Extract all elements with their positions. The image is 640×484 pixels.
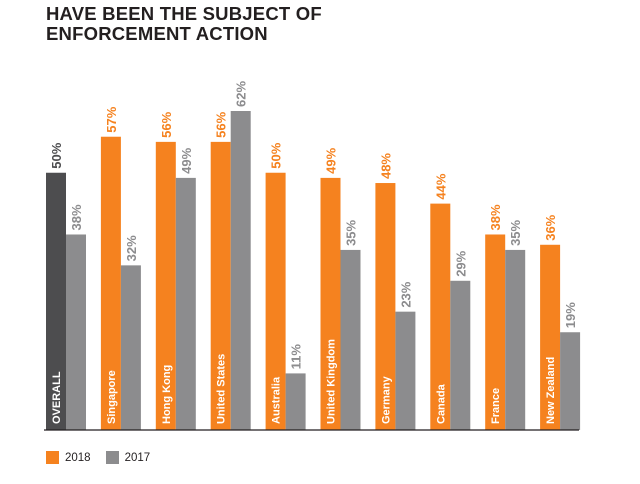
- data-label-2018-hong-kong: 56%: [159, 111, 174, 137]
- data-label-2017-united-states: 62%: [234, 81, 249, 107]
- legend-swatch-2018: [46, 451, 59, 464]
- category-label-singapore: Singapore: [106, 370, 118, 424]
- bar-2018-france: [485, 234, 506, 430]
- data-label-2018-united-kingdom: 49%: [324, 147, 339, 173]
- data-label-2018-germany: 48%: [378, 153, 393, 179]
- data-label-2017-new-zealand: 19%: [563, 302, 578, 328]
- bar-2017-canada: [450, 280, 471, 430]
- data-label-2018-canada: 44%: [433, 173, 448, 199]
- chart-title: HAVE BEEN THE SUBJECT OF ENFORCEMENT ACT…: [46, 4, 322, 44]
- data-label-2017-hong-kong: 49%: [179, 147, 194, 173]
- bar-2017-overall: [66, 234, 86, 430]
- bar-2017-hong-kong: [175, 177, 196, 430]
- bar-2018-germany: [375, 183, 396, 430]
- bar-2018-singapore: [100, 136, 121, 430]
- data-label-2018-france: 38%: [488, 204, 503, 230]
- chart-title-line-1: HAVE BEEN THE SUBJECT OF: [46, 3, 322, 24]
- data-label-2018-overall: 50%: [49, 142, 64, 168]
- bar-2017-new-zealand: [560, 332, 581, 430]
- bar-2017-united-states: [230, 111, 251, 430]
- category-label-new-zealand: New Zealand: [545, 357, 557, 424]
- bar-2018-new-zealand: [540, 244, 561, 430]
- bar-2018-overall: [46, 172, 66, 430]
- category-label-canada: Canada: [435, 383, 447, 424]
- bar-2017-singapore: [120, 265, 141, 430]
- data-label-2017-united-kingdom: 35%: [344, 219, 359, 245]
- data-label-2017-singapore: 32%: [124, 235, 139, 261]
- bar-2018-canada: [430, 203, 451, 430]
- data-label-2018-new-zealand: 36%: [543, 214, 558, 240]
- chart-title-line-2: ENFORCEMENT ACTION: [46, 23, 268, 44]
- data-label-2017-overall: 38%: [69, 204, 84, 230]
- bar-2018-australia: [265, 172, 286, 430]
- bar-2017-germany: [395, 311, 416, 430]
- data-label-2017-france: 35%: [508, 219, 523, 245]
- category-label-germany: Germany: [380, 375, 392, 424]
- bar-2018-united-kingdom: [320, 177, 341, 430]
- category-label-australia: Australia: [271, 376, 283, 424]
- category-label-united-states: United States: [216, 354, 228, 424]
- bar-2017-united-kingdom: [340, 249, 361, 430]
- legend-label-2018: 2018: [65, 451, 91, 464]
- bar-2018-hong-kong: [155, 141, 176, 430]
- bar-2017-australia: [285, 373, 306, 430]
- legend-item-2017: 2017: [105, 451, 151, 464]
- legend-label-2017: 2017: [124, 451, 151, 464]
- category-label-france: France: [490, 388, 502, 424]
- category-label-overall: OVERALL: [51, 371, 63, 424]
- data-label-2017-canada: 29%: [453, 250, 468, 276]
- legend-item-2018: 2018: [46, 451, 91, 464]
- category-label-hong-kong: Hong Kong: [161, 365, 173, 424]
- data-label-2018-australia: 50%: [269, 142, 284, 168]
- bar-2017-france: [505, 249, 526, 430]
- data-label-2017-germany: 23%: [398, 281, 413, 307]
- data-label-2018-united-states: 56%: [214, 111, 229, 137]
- legend-swatch-2017: [105, 451, 119, 464]
- bar-2018-united-states: [210, 141, 231, 430]
- category-label-united-kingdom: United Kingdom: [326, 339, 338, 424]
- data-label-2017-australia: 11%: [289, 344, 304, 370]
- chart-legend: 2018 2017: [46, 451, 165, 464]
- data-label-2018-singapore: 57%: [104, 106, 119, 132]
